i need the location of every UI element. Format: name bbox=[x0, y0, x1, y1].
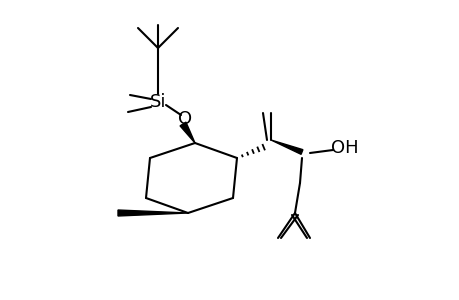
Text: O: O bbox=[178, 110, 192, 128]
Polygon shape bbox=[270, 140, 302, 154]
Polygon shape bbox=[179, 122, 195, 143]
Text: Si: Si bbox=[150, 93, 166, 111]
Polygon shape bbox=[118, 210, 188, 216]
Text: OH: OH bbox=[330, 139, 358, 157]
